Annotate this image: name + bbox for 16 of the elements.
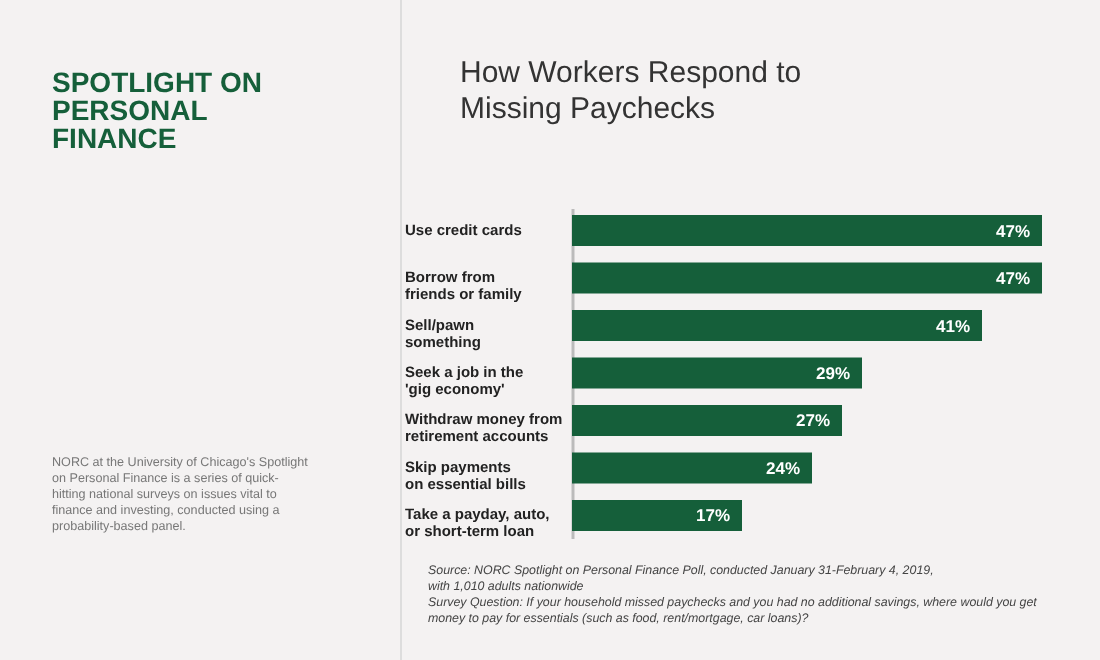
chart-title: How Workers Respond to Missing Paychecks <box>460 56 802 128</box>
data-label: 47% <box>995 268 1031 289</box>
bar <box>572 357 862 389</box>
data-label: 24% <box>765 457 801 478</box>
bar <box>572 262 1042 294</box>
bar <box>572 215 1042 246</box>
data-label: 47% <box>995 220 1031 241</box>
data-label: 17% <box>695 505 731 526</box>
data-label: 29% <box>815 363 851 383</box>
text: SPOTLIGHT ON PERSONAL FINANCE <box>52 66 264 154</box>
data-label: 27% <box>795 410 831 431</box>
bar <box>572 500 742 531</box>
bar <box>572 310 982 341</box>
data-label: 41% <box>935 315 971 336</box>
bar <box>572 405 842 436</box>
bar <box>572 452 812 484</box>
